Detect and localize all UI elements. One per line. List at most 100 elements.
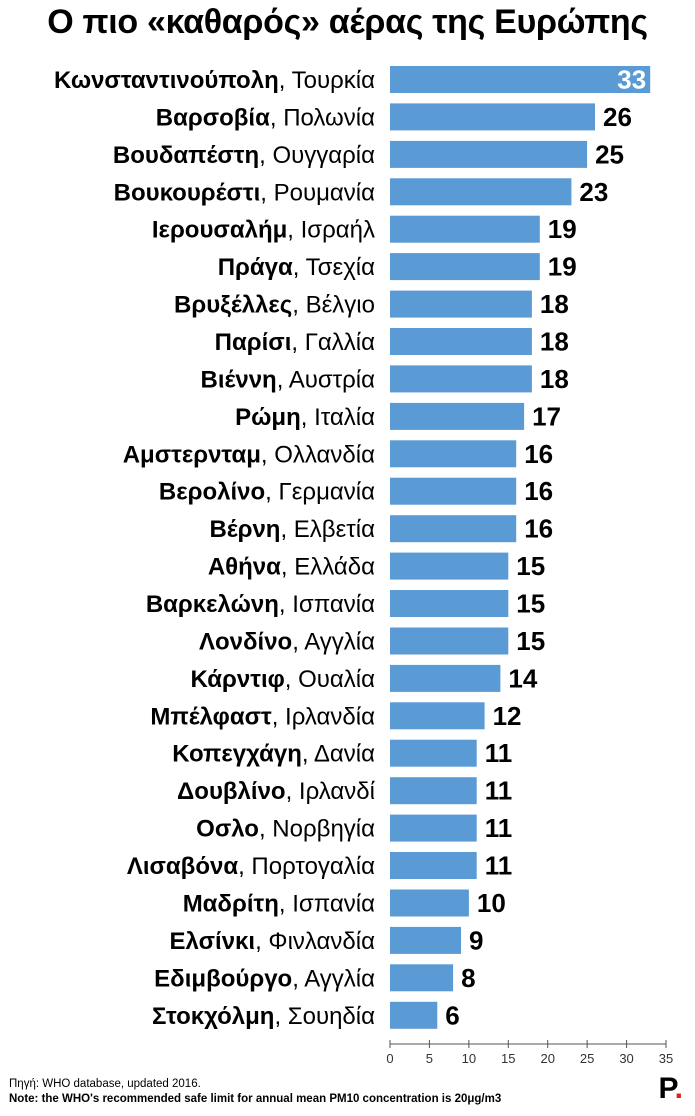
category-label: Αμστερνταμ, Ολλανδία (123, 441, 375, 468)
country-name: , Ιταλία (301, 404, 375, 431)
country-name: , Τουρκία (279, 67, 375, 94)
bar (390, 178, 572, 206)
x-tick-label: 0 (386, 1051, 393, 1066)
category-label: Λονδίνο, Αγγλία (199, 629, 375, 656)
country-name: , Ουγγαρία (259, 142, 375, 169)
bar-chart: Κωνσταντινούπολη, Τουρκία 33 Βαρσοβία, Πολ… (54, 65, 673, 1067)
bar (390, 440, 517, 468)
bar (390, 140, 588, 168)
category-label: Μπέλφαστ, Ιρλανδία (150, 703, 375, 730)
category-label: Κάρντιφ, Ουαλία (191, 666, 376, 693)
city-name: Βιέννη (201, 366, 277, 393)
value-label: 15 (516, 551, 545, 581)
city-name: Δουβλίνο (177, 778, 286, 805)
bar (390, 365, 532, 393)
value-label: 18 (540, 289, 569, 319)
country-name: , Σουηδία (274, 1003, 375, 1030)
value-label: 15 (516, 589, 545, 619)
country-name: , Ελλάδα (281, 554, 375, 581)
x-tick-label: 10 (462, 1051, 476, 1066)
category-label: Βουδαπέστη, Ουγγαρία (113, 142, 375, 169)
bar (390, 814, 477, 842)
who-note: Note: the WHO's recommended safe limit f… (9, 1093, 502, 1105)
value-label: 19 (548, 214, 577, 244)
country-name: , Ολλανδία (261, 441, 375, 468)
bar (390, 215, 540, 243)
value-label: 14 (508, 663, 537, 693)
x-tick-label: 30 (619, 1051, 633, 1066)
category-label: Πράγα, Τσεχία (218, 254, 375, 281)
country-name: , Πορτογαλία (238, 853, 375, 880)
bar (390, 702, 485, 730)
country-name: , Ιρλανδία (272, 703, 375, 730)
x-tick-label: 15 (501, 1051, 515, 1066)
country-name: , Ισραήλ (287, 217, 375, 244)
category-label: Βαρκελώνη, Ισπανία (146, 591, 375, 618)
bar (390, 290, 532, 318)
city-name: Ιερουσαλήμ (152, 217, 287, 244)
country-name: , Αγγλία (292, 629, 375, 656)
x-tick-label: 5 (426, 1051, 433, 1066)
city-name: Βερολίνο (159, 479, 265, 506)
category-label: Μαδρίτη, Ισπανία (183, 891, 375, 918)
x-tick-label: 20 (540, 1051, 554, 1066)
country-name: , Αυστρία (277, 366, 375, 393)
category-label: Κωνσταντινούπολη, Τουρκία (54, 67, 375, 94)
category-label: Βρυξέλλες, Βέλγιο (174, 292, 375, 319)
country-name: , Νορβηγία (259, 816, 375, 843)
value-label: 9 (469, 925, 483, 955)
category-label: Ρώμη, Ιταλία (235, 404, 375, 431)
category-label: Δουβλίνο, Ιρλανδί (177, 778, 376, 805)
category-label: Οσλο, Νορβηγία (196, 816, 375, 843)
city-name: Ελσίνκι (170, 928, 256, 955)
category-label: Στοκχόλμη, Σουηδία (152, 1003, 375, 1030)
value-label: 16 (524, 439, 553, 469)
city-name: Μπέλφαστ (150, 703, 272, 730)
bar (390, 103, 595, 131)
category-label: Βέρνη, Ελβετία (209, 516, 375, 543)
x-tick-label: 35 (659, 1051, 673, 1066)
country-name: , Ρουμανία (260, 179, 375, 206)
city-name: Παρίσι (215, 329, 292, 356)
value-label: 17 (532, 401, 561, 431)
bar (390, 590, 509, 617)
value-label: 25 (595, 139, 624, 169)
city-name: Κωνσταντινούπολη (54, 67, 279, 94)
value-label: 11 (485, 851, 513, 881)
category-label: Βαρσοβία, Πολωνία (156, 104, 375, 131)
city-name: Βαρσοβία (156, 104, 270, 131)
country-name: , Φινλανδία (255, 928, 375, 955)
category-label: Ελσίνκι, Φινλανδία (170, 928, 376, 955)
category-label: Κοπεγχάγη, Δανία (172, 741, 375, 768)
category-label: Εδιμβούργο, Αγγλία (154, 965, 375, 992)
bar (390, 739, 477, 767)
country-name: , Ελβετία (280, 516, 375, 543)
city-name: Βουδαπέστη (113, 142, 259, 169)
category-label: Αθήνα, Ελλάδα (208, 554, 375, 581)
value-label: 11 (485, 738, 513, 768)
bar (390, 1001, 438, 1029)
city-name: Βρυξέλλες (174, 292, 292, 319)
value-label: 18 (540, 327, 569, 357)
city-name: Λισαβόνα (127, 853, 239, 880)
bar (390, 777, 477, 805)
logo-letter: P (658, 1072, 675, 1105)
city-name: Ρώμη (235, 404, 301, 431)
country-name: , Γερμανία (265, 479, 375, 506)
value-label: 16 (524, 476, 553, 506)
value-label: 10 (477, 888, 506, 918)
bar (390, 515, 517, 543)
category-label: Βιέννη, Αυστρία (201, 366, 376, 393)
x-tick-label: 25 (580, 1051, 594, 1066)
city-name: Λονδίνο (199, 629, 292, 656)
bar (390, 664, 501, 692)
city-name: Μαδρίτη (183, 891, 279, 918)
country-name: , Ιρλανδί (286, 778, 376, 805)
category-label: Βουκουρέστι, Ρουμανία (114, 179, 376, 206)
city-name: Οσλο (196, 816, 259, 843)
bar (390, 477, 517, 505)
bar (390, 66, 651, 93)
city-name: Βαρκελώνη (146, 591, 279, 618)
value-label: 23 (579, 177, 608, 207)
bar (390, 627, 509, 655)
